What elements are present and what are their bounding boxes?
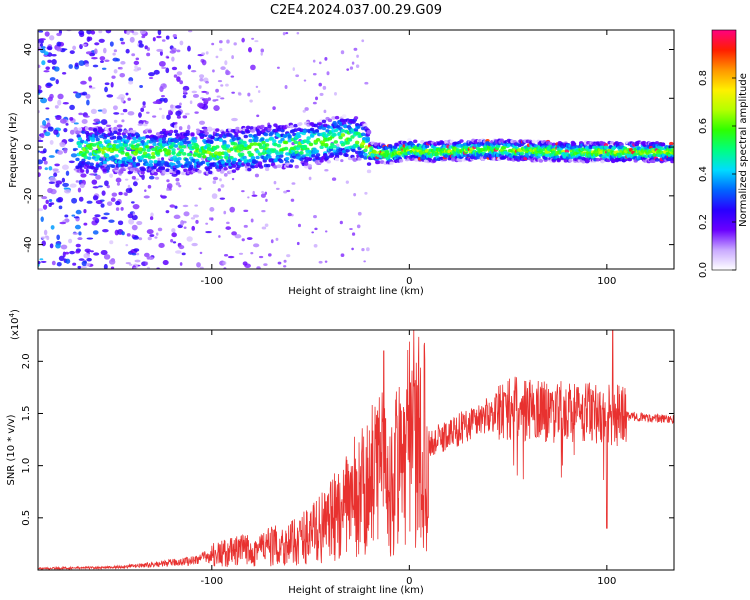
snr-y-tick-label: 1.0 bbox=[21, 458, 32, 474]
snr-frame bbox=[37, 329, 675, 571]
snr-y-multiplier: (x104) bbox=[8, 309, 21, 340]
snr-series-line bbox=[38, 330, 674, 570]
colorbar-tick-label: 0.0 bbox=[698, 262, 709, 278]
snr-y-tick-label: 1.5 bbox=[21, 406, 32, 422]
spectrogram-x-tick-label: 100 bbox=[597, 276, 616, 287]
figure-title: C2E4.2024.037.00.29.G09 bbox=[270, 3, 442, 18]
colorbar-tick-label: 0.4 bbox=[698, 166, 709, 182]
snr-x-tick-label: -100 bbox=[200, 576, 223, 587]
colorbar-tick-label: 0.6 bbox=[698, 118, 709, 134]
spectrogram-frame bbox=[37, 29, 675, 270]
colorbar-ticks: 0.0 0.2 0.4 0.6 0.8 bbox=[698, 70, 736, 278]
spectrogram-y-tick-label: -20 bbox=[23, 188, 34, 204]
spectrogram-y-tick-label: 0 bbox=[23, 144, 34, 150]
spectrogram-heatmap bbox=[38, 30, 674, 269]
colorbar-tick-label: 0.2 bbox=[698, 214, 709, 230]
snr-x-tick-label: 0 bbox=[406, 576, 412, 587]
colorbar: 0.0 0.2 0.4 0.6 0.8 Normalized spectral ampl… bbox=[698, 29, 749, 278]
spectrogram-y-tick-label: 40 bbox=[23, 43, 34, 56]
colorbar-label: Normalized spectral amplitude bbox=[738, 73, 749, 227]
snr-y-axis-label: SNR (10 * v/v) bbox=[6, 414, 17, 485]
spectrogram-x-axis-label: Height of straight line (km) bbox=[288, 286, 424, 297]
snr-y-tick-label: 2.0 bbox=[21, 353, 32, 369]
spectrogram-panel: -100 0 100 -40 -20 0 20 40 Height of straight l… bbox=[8, 29, 675, 297]
snr-x-tick-label: 100 bbox=[597, 576, 616, 587]
spectrogram-y-tick-label: 20 bbox=[23, 92, 34, 105]
snr-x-axis-label: Height of straight line (km) bbox=[288, 585, 424, 596]
spectrogram-x-tick-label: 0 bbox=[406, 276, 412, 287]
spectrogram-y-tick-label: -40 bbox=[23, 236, 34, 252]
snr-y-tick-label: 0.5 bbox=[21, 510, 32, 526]
spectrogram-ticks: -100 0 100 -40 -20 0 20 40 bbox=[23, 30, 674, 287]
colorbar-bar bbox=[711, 29, 737, 271]
spectrogram-x-tick-label: -100 bbox=[200, 276, 223, 287]
spectrogram-y-axis-label: Frequency (Hz) bbox=[8, 112, 19, 188]
snr-panel: -100 0 100 0.5 1.0 1.5 2.0 Height of straight … bbox=[6, 309, 675, 596]
snr-ticks: -100 0 100 0.5 1.0 1.5 2.0 bbox=[21, 330, 674, 587]
colorbar-tick-label: 0.8 bbox=[698, 70, 709, 86]
